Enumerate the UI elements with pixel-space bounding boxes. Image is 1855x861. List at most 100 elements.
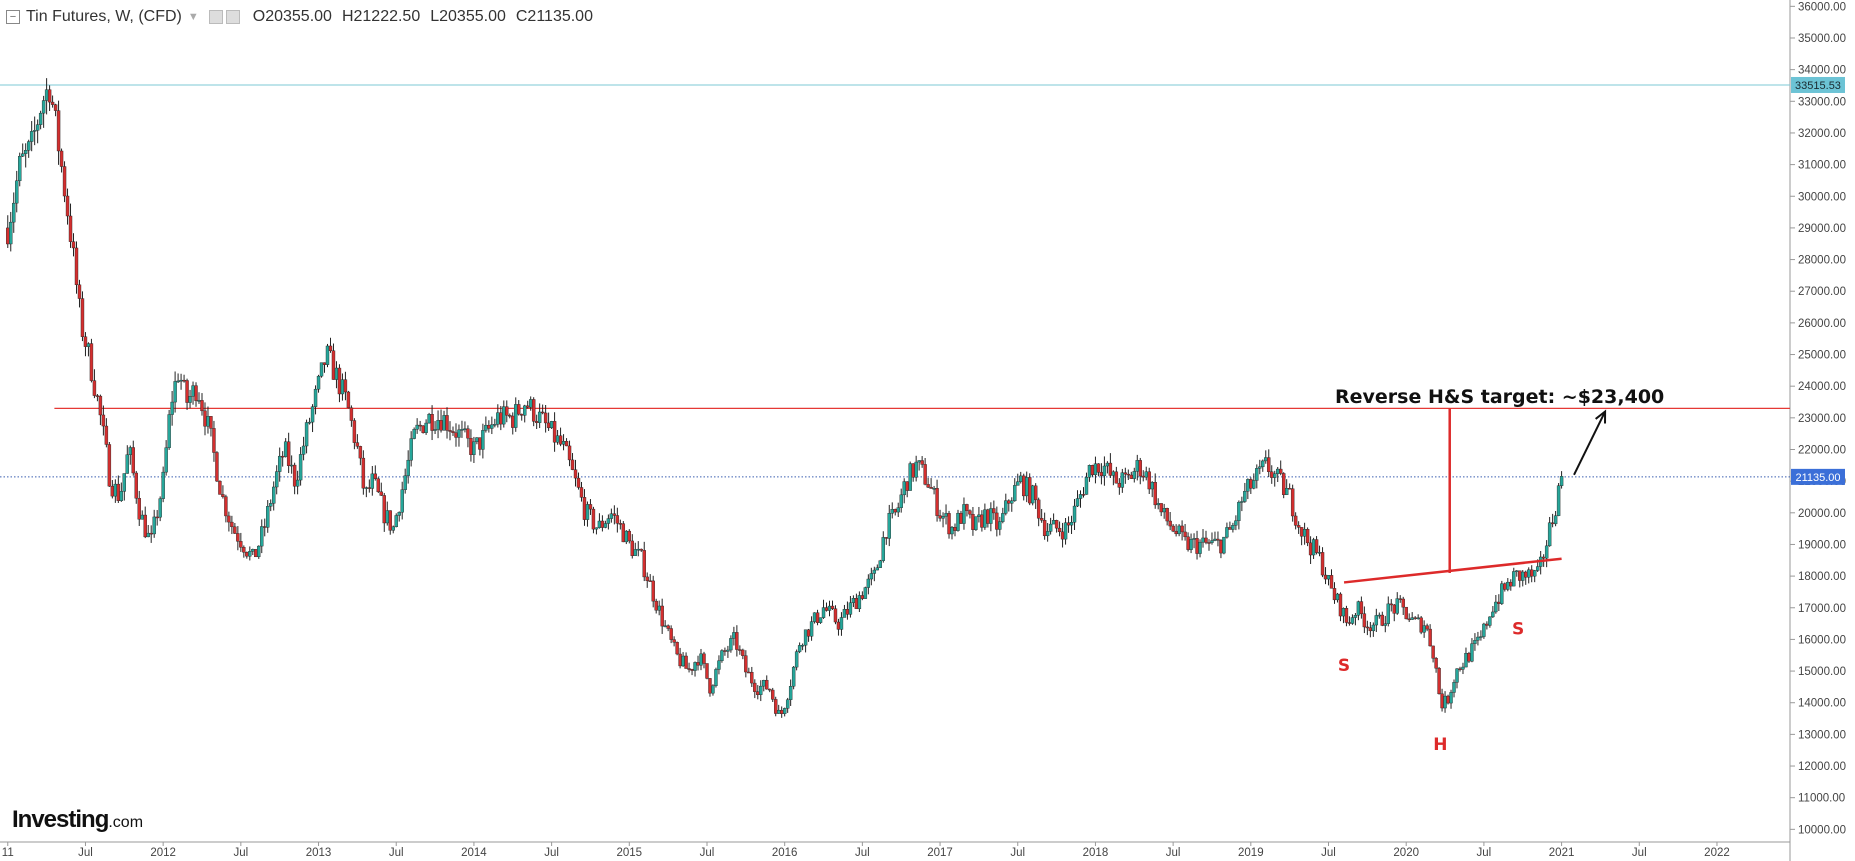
- candle-body: [884, 537, 888, 539]
- candle-body: [648, 580, 652, 582]
- candle-body: [1066, 522, 1071, 526]
- candle-body: [1039, 518, 1044, 521]
- candle-body: [481, 430, 485, 450]
- candle-body: [1231, 525, 1235, 530]
- candle-body: [1395, 598, 1399, 614]
- open-value: O20355.00: [252, 8, 332, 25]
- candle-body: [1255, 468, 1259, 481]
- candle-body: [1057, 527, 1062, 533]
- candle-body: [1553, 515, 1558, 525]
- candle-body: [346, 391, 351, 409]
- candle-body: [379, 491, 383, 496]
- candle-body: [690, 669, 694, 671]
- candle-body: [1213, 538, 1217, 541]
- candle-body: [47, 89, 52, 103]
- candle-body: [768, 688, 772, 691]
- candle-body: [454, 432, 458, 438]
- candle-body: [1386, 603, 1390, 624]
- candle-body: [1550, 522, 1555, 525]
- candle-body: [1198, 541, 1202, 554]
- candle-body: [896, 507, 900, 513]
- candle-body: [484, 424, 488, 431]
- candle-body: [1025, 477, 1029, 497]
- candle-body: [221, 494, 225, 497]
- candle-body: [1234, 520, 1238, 526]
- candle-body: [1156, 503, 1160, 506]
- candle-body: [1404, 606, 1408, 620]
- candle-body: [514, 404, 518, 428]
- candle-body: [965, 504, 969, 511]
- x-tick-label: 2020: [1393, 847, 1419, 859]
- hide-icon[interactable]: [225, 10, 240, 24]
- candle-body: [971, 513, 975, 530]
- symbol-title[interactable]: Tin Futures, W, (CFD): [26, 8, 182, 25]
- y-tick-label: 10000.00: [1798, 824, 1846, 836]
- candle-body: [702, 653, 706, 664]
- candle-body: [576, 477, 581, 488]
- candle-body: [639, 548, 643, 551]
- candle-body: [218, 480, 222, 495]
- candle-body: [1413, 617, 1417, 619]
- candle-body: [624, 530, 629, 543]
- candle-body: [266, 506, 270, 528]
- x-tick-label: Jul: [389, 847, 404, 859]
- target-annotation: Reverse H&S target: ~$23,400: [1335, 386, 1665, 408]
- candle-body: [890, 509, 894, 514]
- candle-body: [499, 412, 503, 425]
- candle-body: [316, 375, 321, 390]
- candle-body: [1168, 520, 1172, 527]
- candle-body: [941, 516, 945, 519]
- candle-body: [959, 512, 963, 524]
- candle-body: [448, 430, 452, 432]
- candle-body: [1532, 570, 1537, 577]
- candle-body: [552, 421, 557, 443]
- candle-body: [756, 691, 760, 695]
- candle-body: [989, 508, 993, 524]
- candle-body: [215, 452, 219, 482]
- candle-body: [260, 526, 264, 547]
- x-tick-label: Jul: [1321, 847, 1336, 859]
- candle-body: [920, 460, 924, 465]
- candle-body: [1473, 640, 1477, 644]
- x-tick-label: 2022: [1704, 847, 1730, 859]
- high-value: H21222.50: [341, 8, 421, 25]
- collapse-icon[interactable]: −: [6, 10, 20, 24]
- settings-icon[interactable]: [208, 10, 223, 24]
- candle-body: [1276, 468, 1280, 474]
- candle-body: [352, 420, 357, 443]
- candle-body: [1270, 471, 1274, 478]
- candle-body: [1087, 465, 1092, 478]
- candle-body: [1467, 653, 1471, 662]
- candle-body: [1219, 540, 1223, 554]
- candle-body: [209, 416, 213, 429]
- candle-body: [591, 508, 596, 530]
- candle-body: [923, 464, 927, 485]
- candle-body: [1279, 468, 1283, 474]
- candle-body: [110, 485, 115, 497]
- candle-body: [1547, 522, 1552, 547]
- candle-body: [1022, 475, 1026, 497]
- candle-body: [254, 549, 258, 558]
- candle-body: [101, 414, 106, 427]
- candle-body: [1189, 539, 1193, 550]
- candle-body: [612, 513, 617, 516]
- candle-body: [741, 649, 745, 656]
- candle-body: [708, 678, 712, 694]
- candle-body: [358, 446, 363, 459]
- candle-body: [1485, 623, 1489, 626]
- candle-body: [1368, 627, 1373, 632]
- candle-body: [1347, 622, 1352, 624]
- candle-body: [1464, 653, 1468, 668]
- candle-body: [747, 671, 751, 674]
- candle-body: [80, 298, 85, 337]
- candle-body: [678, 653, 682, 667]
- candle-body: [1556, 485, 1561, 516]
- candle-body: [412, 429, 416, 439]
- chevron-down-icon[interactable]: ▼: [187, 11, 199, 23]
- candle-body: [1479, 636, 1483, 638]
- candle-body: [684, 655, 688, 669]
- candle-body: [735, 632, 739, 650]
- candle-body: [908, 463, 912, 491]
- candle-body: [723, 650, 727, 652]
